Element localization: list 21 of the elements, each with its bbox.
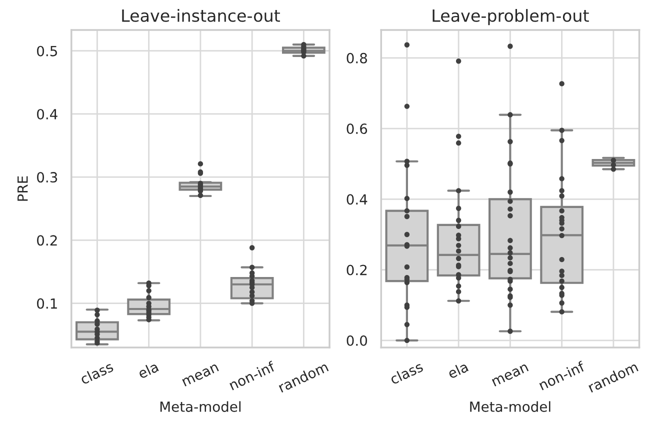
y-tick-label: 0.4 <box>346 194 368 205</box>
x-tick-label: class <box>389 360 424 385</box>
y-tick-label: 0.8 <box>346 52 367 64</box>
y-tick-label: 0.0 <box>346 335 368 346</box>
y-tick-label: 0.6 <box>346 124 368 134</box>
y-tick-label: 0.1 <box>37 298 57 309</box>
y-tick-label: 0.5 <box>37 46 57 56</box>
x-axis-title: Meta-model <box>470 401 550 412</box>
x-axis-title: Meta-model <box>160 401 241 412</box>
y-tick-label: 0.2 <box>37 235 57 246</box>
x-tick-label: ela <box>137 361 159 379</box>
chart-title: Leave-problem-out <box>432 9 589 26</box>
y-axis-title: PRE <box>18 176 28 201</box>
chart-title: Leave-instance-out <box>122 9 280 22</box>
x-tick-label: class <box>79 360 114 385</box>
x-tick-label: mean <box>492 364 529 387</box>
y-tick-label: 0.4 <box>37 108 58 120</box>
y-tick-label: 0.3 <box>37 172 58 183</box>
x-tick-label: mean <box>182 364 219 387</box>
y-tick-label: 0.2 <box>346 264 367 276</box>
x-tick-label: ela <box>446 361 469 379</box>
